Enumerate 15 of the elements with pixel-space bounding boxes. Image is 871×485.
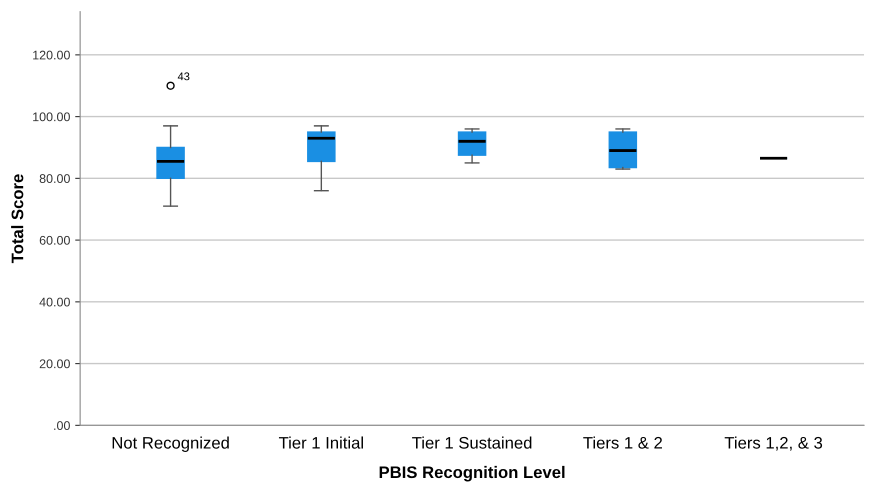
y-tick-label: 120.00	[33, 50, 70, 60]
y-axis-title: Total Score	[11, 174, 24, 264]
annotation: 43	[178, 72, 190, 80]
y-tick-label: 20.00	[40, 359, 70, 368]
y-tick-label: 40.00	[39, 298, 70, 307]
x-tick-label: Tier 1 Initial	[278, 436, 363, 449]
x-axis-title: PBIS Recognition Level	[380, 466, 564, 482]
y-tick-label: 60.00	[40, 236, 70, 245]
x-tick-label: Not Recognized	[112, 436, 229, 452]
y-tick-label: .00	[54, 421, 70, 430]
y-tick-label: 80.00	[40, 174, 70, 184]
x-tick-label: Tiers 1 & 2	[583, 436, 662, 449]
y-tick-label: 100.00	[33, 112, 70, 122]
x-tick-label: Tiers 1,2, & 3	[724, 436, 822, 451]
x-tick-label: Tier 1 Sustained	[412, 436, 532, 449]
